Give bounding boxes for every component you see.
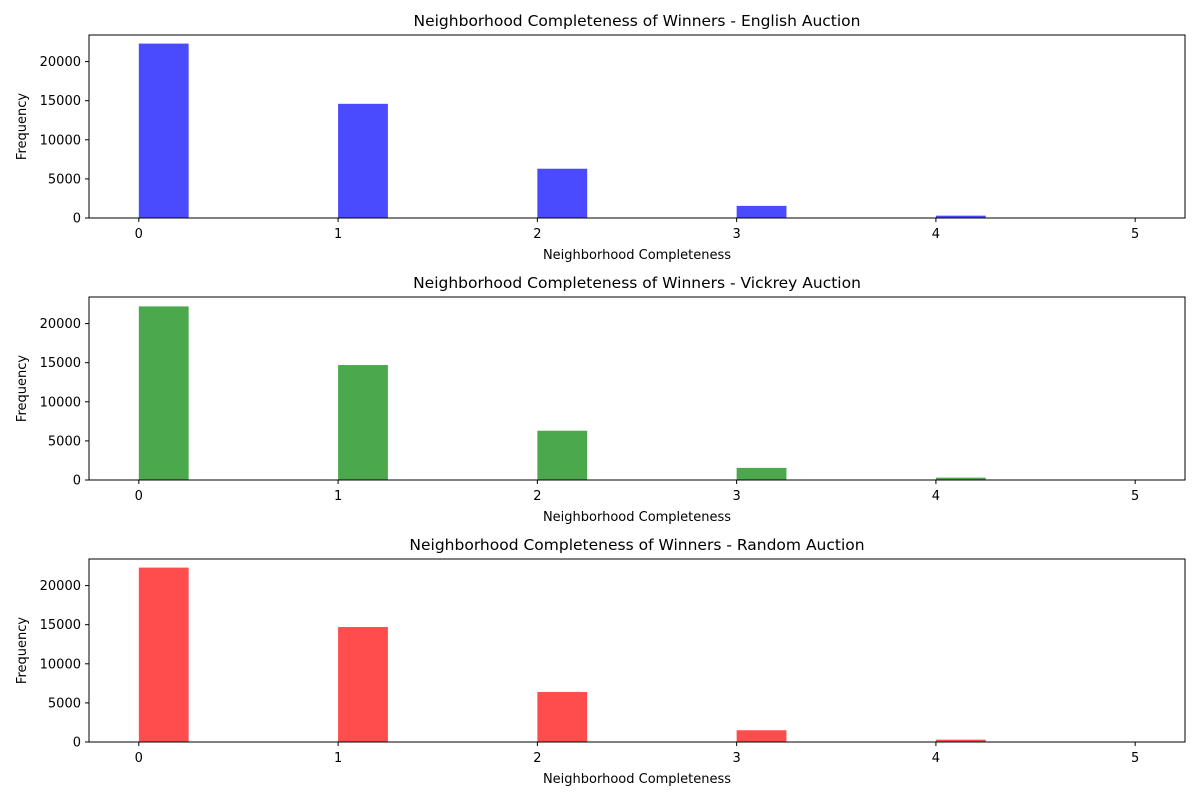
y-tick-label: 10000 — [40, 133, 81, 148]
bar — [338, 627, 388, 742]
bar — [338, 103, 388, 218]
bar — [138, 43, 189, 218]
x-tick-label: 0 — [135, 751, 143, 766]
x-tick-label: 4 — [932, 489, 940, 504]
y-tick-label: 10000 — [40, 657, 81, 672]
x-tick-label: 4 — [932, 751, 940, 766]
x-tick-label: 3 — [732, 227, 740, 242]
y-tick-label: 15000 — [40, 618, 81, 633]
y-tick-label: 10000 — [40, 395, 81, 410]
bar — [935, 215, 986, 218]
x-tick-label: 1 — [334, 751, 342, 766]
subplot-1: 0 1 2 3 4 5 0 5000 10000 15000 20000 Neighborhood C… — [15, 12, 1186, 263]
y-axis-label: Frequency — [15, 93, 30, 160]
chart-title: Neighborhood Completeness of Winners - E… — [414, 12, 861, 30]
bar — [537, 691, 588, 742]
y-tick-label: 20000 — [40, 55, 81, 70]
bar — [935, 739, 986, 742]
x-tick-label: 1 — [334, 227, 342, 242]
x-tick-label: 4 — [932, 227, 940, 242]
bar — [736, 467, 787, 480]
y-axis-label: Frequency — [15, 355, 30, 422]
y-tick-label: 0 — [73, 474, 81, 489]
x-tick-label: 5 — [1131, 751, 1139, 766]
x-tick-label: 5 — [1131, 227, 1139, 242]
bar — [138, 567, 189, 742]
x-tick-label: 2 — [533, 751, 541, 766]
y-tick-label: 0 — [73, 736, 81, 751]
y-tick-label: 5000 — [48, 696, 81, 711]
axes-frame — [88, 558, 1186, 743]
x-axis-label: Neighborhood Completeness — [543, 510, 731, 525]
y-tick-label: 5000 — [48, 172, 81, 187]
bar — [338, 365, 388, 480]
y-axis-label: Frequency — [15, 617, 30, 684]
x-tick-label: 3 — [732, 751, 740, 766]
axes-frame — [88, 34, 1186, 219]
x-axis-label: Neighborhood Completeness — [543, 248, 731, 263]
subplot-3: 0 1 2 3 4 5 0 5000 10000 15000 20000 Neighborhood C… — [15, 536, 1186, 787]
bar — [736, 205, 787, 218]
bar — [138, 306, 189, 480]
x-axis-label: Neighborhood Completeness — [543, 772, 731, 787]
y-tick-label: 15000 — [40, 94, 81, 109]
subplot-2: 0 1 2 3 4 5 0 5000 10000 15000 20000 Neighborhood C… — [15, 274, 1186, 525]
x-tick-label: 2 — [533, 489, 541, 504]
y-tick-label: 15000 — [40, 356, 81, 371]
axes-frame — [88, 296, 1186, 481]
y-tick-label: 20000 — [40, 579, 81, 594]
x-tick-label: 2 — [533, 227, 541, 242]
bar — [736, 730, 787, 742]
x-tick-label: 5 — [1131, 489, 1139, 504]
y-tick-label: 20000 — [40, 317, 81, 332]
bar — [537, 430, 588, 480]
chart-title: Neighborhood Completeness of Winners - R… — [409, 536, 864, 554]
bar — [537, 168, 588, 218]
y-tick-label: 5000 — [48, 434, 81, 449]
bar — [935, 477, 986, 480]
x-tick-label: 0 — [135, 227, 143, 242]
x-tick-label: 3 — [732, 489, 740, 504]
x-tick-label: 1 — [334, 489, 342, 504]
y-tick-label: 0 — [73, 212, 81, 227]
x-tick-label: 0 — [135, 489, 143, 504]
chart-title: Neighborhood Completeness of Winners - V… — [413, 274, 861, 292]
